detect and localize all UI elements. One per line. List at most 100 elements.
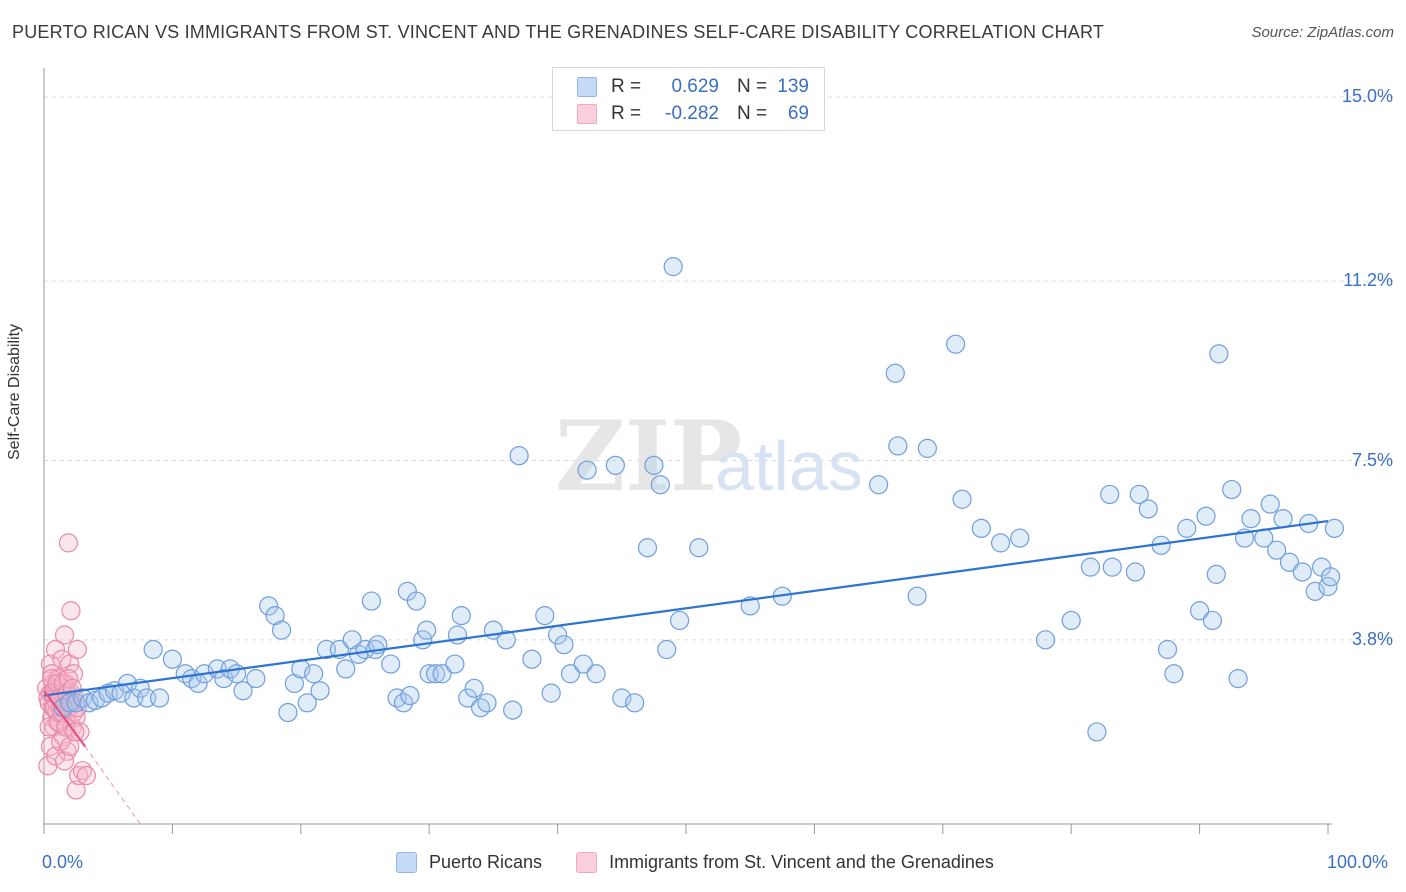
immigrants-point-53 [45,746,66,766]
immigrants-point-54 [47,673,67,694]
puerto-ricans-point-55 [432,664,452,684]
puerto-ricans-point-58 [451,605,471,626]
trend-line-immigrants [43,690,86,748]
legend-swatch-blue [577,77,597,97]
puerto-ricans-point-89 [885,363,905,383]
legend-r-value: -0.282 [665,103,719,124]
puerto-ricans-point-71 [554,635,574,655]
y-tick-label-2: 11.2% [1343,270,1393,291]
puerto-ricans-point-77 [612,688,632,708]
watermark: ZIP atlas [555,400,863,513]
puerto-ricans-point-100 [1080,557,1101,577]
puerto-ricans-point-14 [143,639,163,660]
immigrants-point-43 [66,780,86,800]
puerto-ricans-point-25 [233,681,253,701]
immigrants-point-32 [58,533,78,553]
immigrants-point-12 [45,639,66,660]
puerto-ricans-point-103 [1102,557,1122,577]
puerto-ricans-point-47 [393,693,414,713]
series-immigrants-points [36,533,96,800]
puerto-ricans-point-1 [60,693,80,713]
puerto-ricans-point-59 [458,688,478,708]
series-puerto-ricans-points [53,257,1345,742]
puerto-ricans-point-84 [669,610,690,631]
y-tick-label-0: 3.8% [1351,628,1393,649]
immigrants-point-57 [51,732,71,752]
puerto-ricans-point-121 [1260,494,1280,514]
puerto-ricans-point-27 [259,596,279,616]
puerto-ricans-point-125 [1292,562,1312,582]
puerto-ricans-point-116 [1222,479,1242,500]
puerto-ricans-point-95 [971,518,991,538]
puerto-ricans-point-102 [1100,484,1120,505]
gridlines [44,96,1395,641]
puerto-ricans-point-50 [406,591,426,611]
legend-item-puerto-ricans: Puerto Ricans [396,852,542,873]
puerto-ricans-point-76 [605,455,625,475]
puerto-ricans-point-15 [149,688,170,708]
puerto-ricans-point-130 [1320,567,1341,587]
x-tick-label-min: 0.0% [42,852,84,872]
legend-swatch-pink [577,104,597,124]
puerto-ricans-point-35 [310,681,330,701]
legend-label-puerto-ricans: Puerto Ricans [429,852,543,872]
puerto-ricans-point-112 [1196,506,1216,526]
puerto-ricans-point-81 [650,475,670,495]
puerto-ricans-point-127 [1305,581,1325,601]
puerto-ricans-point-99 [1061,610,1081,631]
puerto-ricans-point-91 [907,586,927,606]
puerto-ricans-point-69 [541,683,561,703]
puerto-ricans-point-73 [573,654,593,674]
puerto-ricans-point-82 [657,639,677,660]
puerto-ricans-point-41 [355,639,375,660]
series-legend: Puerto Ricans Immigrants from St. Vincen… [396,852,1028,873]
puerto-ricans-point-101 [1087,722,1107,742]
puerto-ricans-point-124 [1279,552,1300,572]
puerto-ricans-point-90 [888,436,908,456]
puerto-ricans-point-42 [361,591,382,611]
correlation-legend: R = 0.629 N = 139 R = -0.282 N = 69 [552,67,825,131]
y-axis-label: Self-Care Disability [6,323,23,460]
puerto-ricans-point-98 [1035,630,1056,650]
puerto-ricans-point-131 [1324,518,1345,538]
puerto-ricans-point-117 [1228,668,1248,689]
immigrants-point-61 [56,717,76,737]
trend-line-puerto-ricans [43,519,1329,697]
puerto-ricans-point-94 [952,489,972,509]
puerto-ricans-point-108 [1157,639,1178,660]
legend-n-label: N = [737,76,768,97]
puerto-ricans-point-34 [304,664,324,684]
legend-row-immigrants: R = -0.282 N = 69 [577,101,809,127]
legend-r-label: R = [611,76,642,97]
puerto-ricans-point-92 [917,438,937,458]
puerto-ricans-point-38 [336,659,356,679]
source-label: Source: ZipAtlas.com [1251,24,1394,41]
puerto-ricans-point-80 [644,455,664,475]
trend-line-immigrants-extrapolated [84,746,141,825]
legend-label-immigrants: Immigrants from St. Vincent and the Gren… [609,852,994,872]
y-tick-label-3: 15.0% [1341,86,1393,106]
puerto-ricans-point-30 [278,702,298,723]
puerto-ricans-point-65 [503,700,523,720]
puerto-ricans-point-109 [1164,664,1184,684]
immigrants-point-69 [76,765,96,786]
puerto-ricans-point-105 [1129,484,1149,505]
puerto-ricans-point-54 [426,664,446,684]
puerto-ricans-point-106 [1138,499,1158,519]
watermark-zip: ZIP [555,400,742,513]
puerto-ricans-point-96 [990,533,1011,553]
trend-lines [43,519,1329,825]
legend-swatch-pink [576,852,598,873]
legend-n-value: 69 [787,103,809,124]
immigrants-point-63 [58,668,78,689]
puerto-ricans-point-26 [246,668,266,689]
chart-title: PUERTO RICAN VS IMMIGRANTS FROM ST. VINC… [12,22,1105,42]
puerto-ricans-point-85 [689,538,709,558]
puerto-ricans-point-56 [445,654,465,674]
puerto-ricans-point-33 [297,693,317,713]
puerto-ricans-point-110 [1177,518,1197,538]
puerto-ricans-point-68 [535,605,555,626]
puerto-ricans-point-88 [868,475,889,495]
x-tick-label-max: 100.0% [1327,852,1389,872]
legend-item-immigrants: Immigrants from St. Vincent and the Gren… [576,852,994,873]
